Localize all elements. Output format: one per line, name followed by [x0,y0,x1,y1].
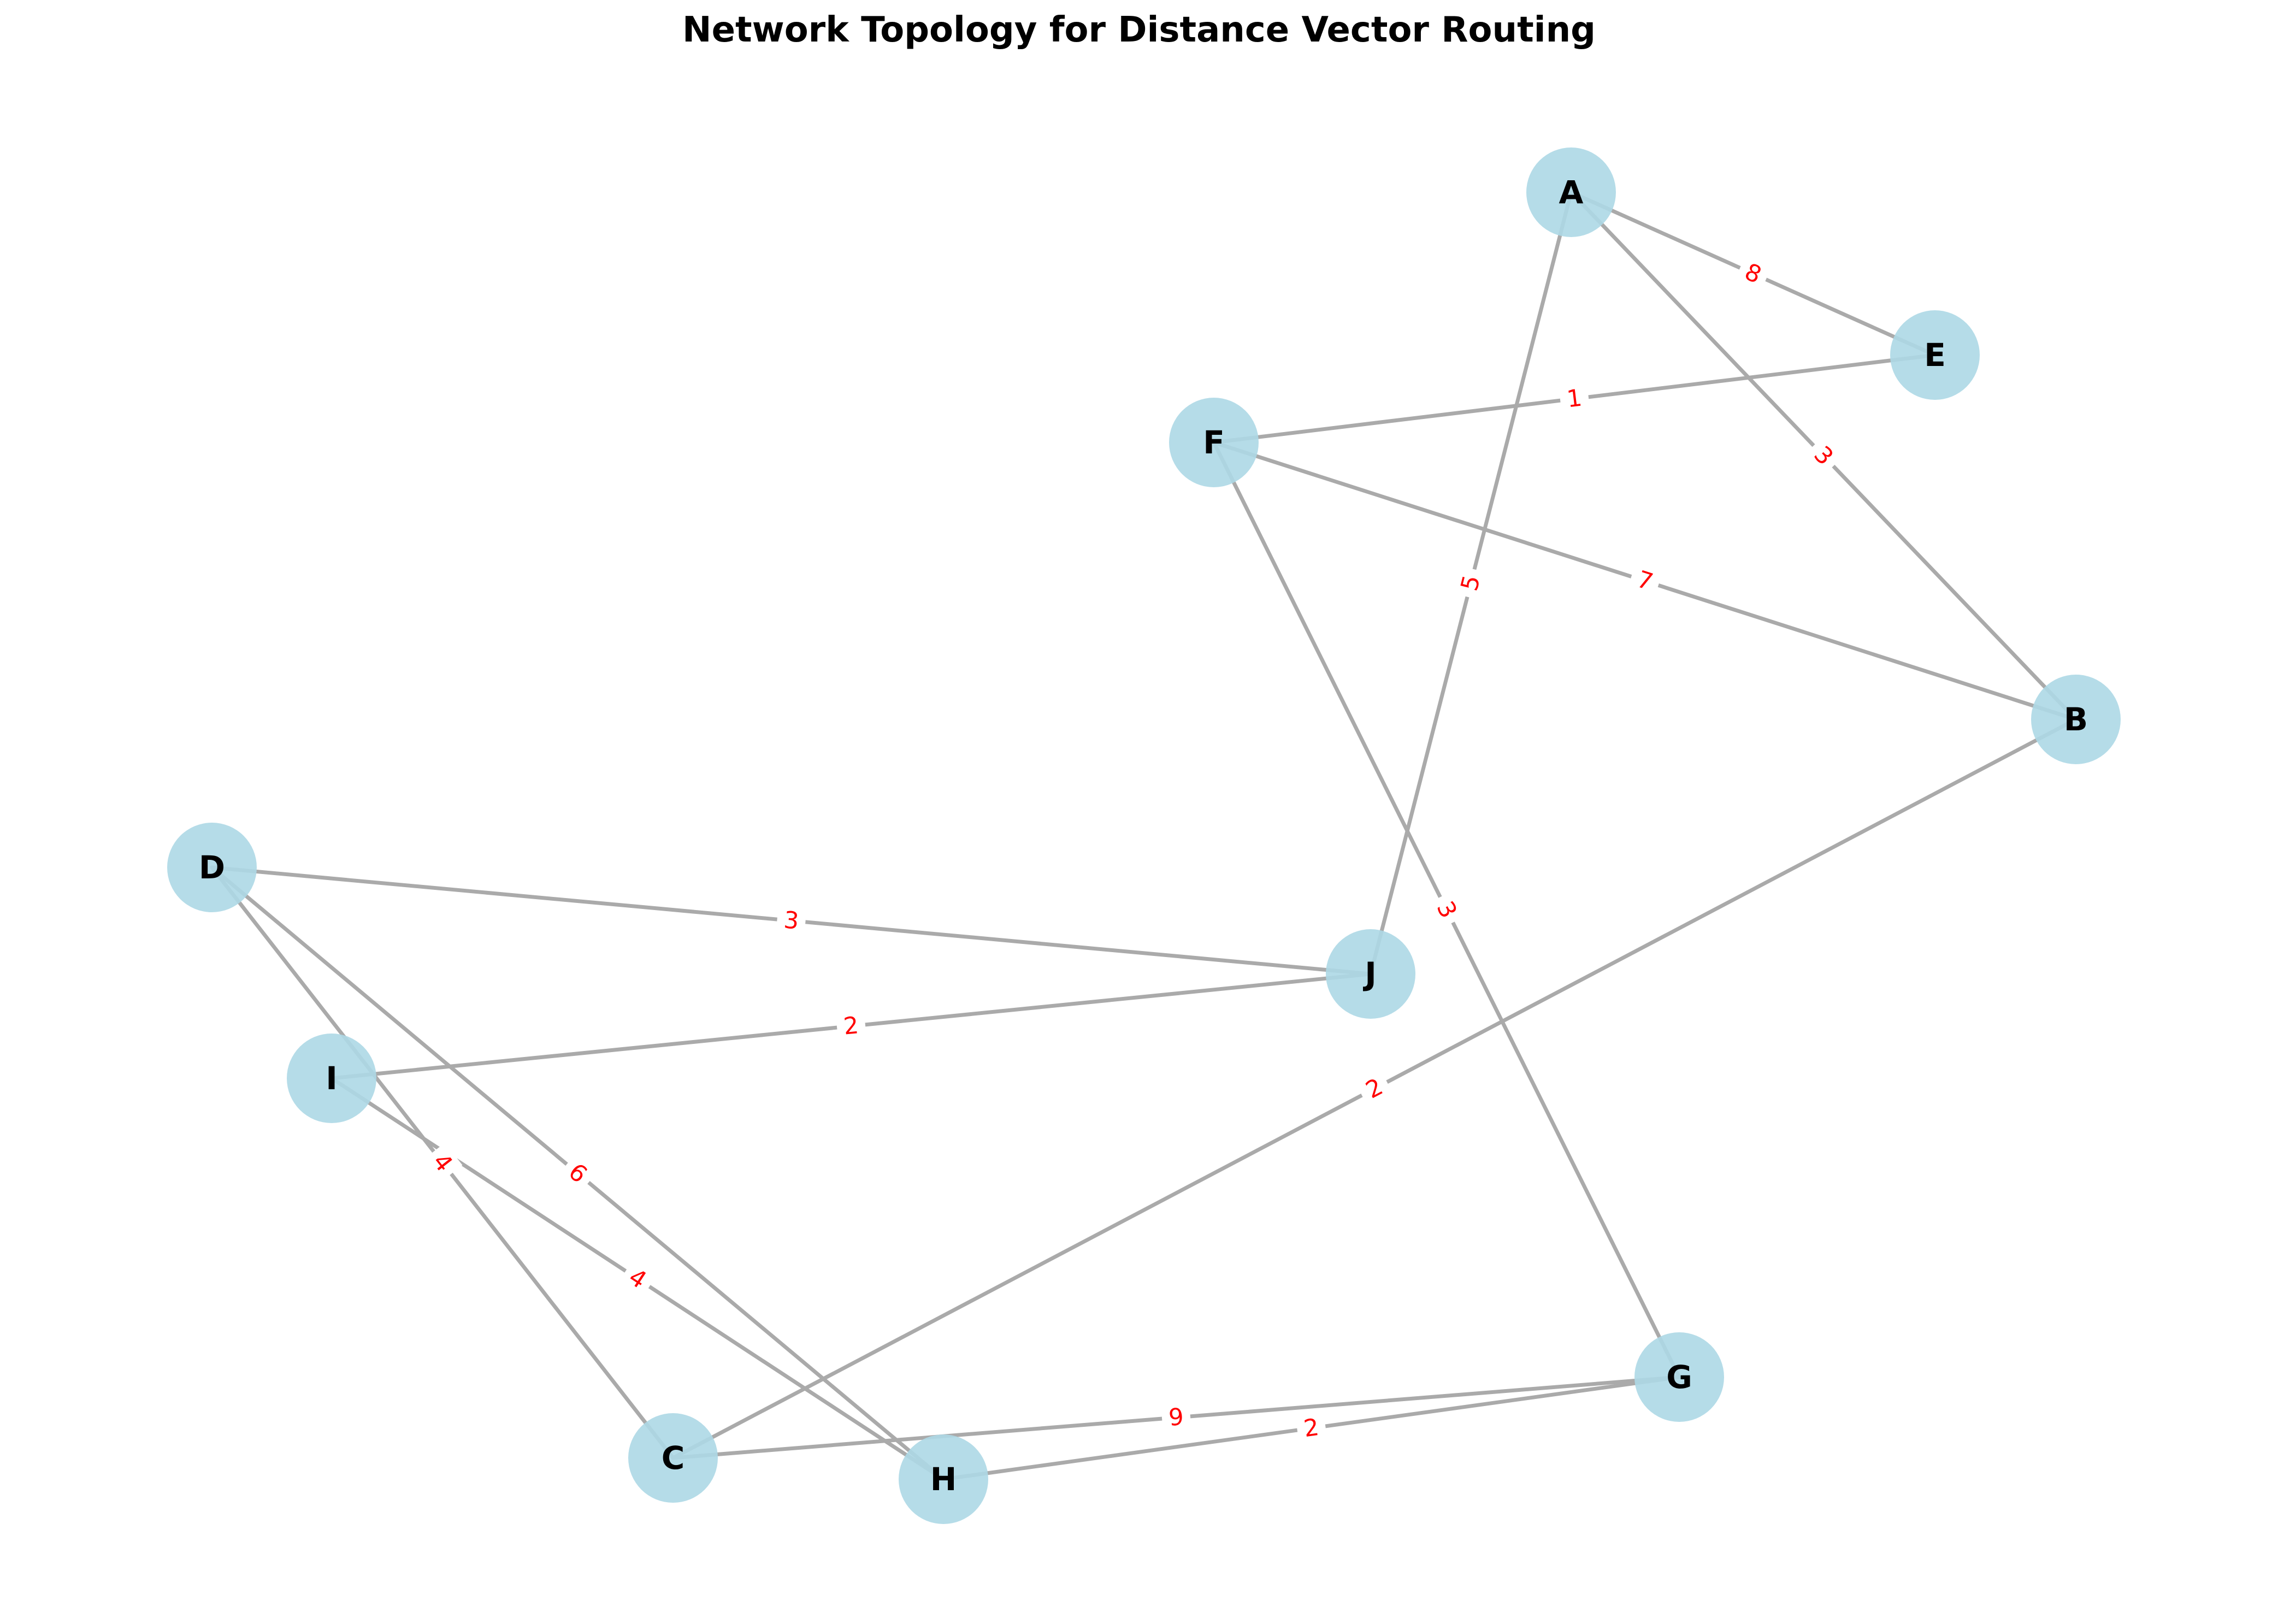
edge-weight-background [1627,563,1663,599]
node-G: G [1634,1332,1724,1422]
node-E: E [1890,310,1980,400]
node-J: J [1326,929,1415,1019]
node-circle-G [1634,1332,1724,1422]
node-label-I: I [326,1060,338,1097]
edge-weight-label: 9 [1167,1403,1184,1432]
node-label-A: A [1559,174,1584,211]
node-circle-C [628,1413,718,1503]
edge-weight-background [422,1143,463,1183]
edge-weight-background [1161,1402,1191,1433]
node-circle-E [1890,310,1980,400]
edge-weight-D-C: 4 [422,1143,463,1183]
edge-weight-label: 3 [783,906,800,935]
node-F: F [1169,398,1259,487]
node-A: A [1526,147,1616,237]
edge-weight-F-B: 7 [1627,563,1663,599]
edge-weight-D-J: 3 [776,905,807,936]
node-C: C [628,1413,718,1503]
edge-weight-background [1559,383,1590,415]
node-label-B: B [2064,701,2088,738]
edge-weight-background [618,1259,657,1298]
edge-weight-background [1453,565,1489,601]
node-label-D: D [199,849,225,886]
edge-weight-background [1734,255,1772,293]
edges-layer [210,190,2078,1481]
edge-weight-H-G: 2 [1295,1412,1327,1444]
edge-weight-D-H: 6 [557,1153,598,1194]
edge-weight-background [776,905,807,936]
edge-weight-background [1295,1412,1327,1444]
node-label-H: H [930,1461,957,1498]
edge-weight-A-B: 3 [1803,435,1844,476]
node-label-G: G [1666,1359,1692,1396]
node-circle-A [1526,147,1616,237]
nodes-layer: A B C D E F G H I J [167,147,2121,1524]
edge-weight-background [835,1011,867,1042]
node-circle-D [167,823,257,912]
edge-weight-A-E: 8 [1734,255,1772,293]
edge-weight-background [1803,435,1844,476]
edge-weight-C-G: 9 [1161,1402,1191,1433]
edge-weight-background [1427,890,1466,929]
node-B: B [2031,675,2121,764]
edge-weight-background [1355,1069,1394,1108]
edge-weight-I-J: 2 [835,1011,867,1042]
edge-weight-label: 2 [1302,1414,1321,1443]
edge-weight-label: 2 [842,1012,860,1040]
edge-weight-B-C: 2 [1355,1069,1394,1108]
node-label-F: F [1203,424,1225,461]
edge-weight-label: 1 [1565,385,1583,414]
edge-weight-I-H: 4 [618,1259,657,1298]
node-I: I [287,1034,376,1123]
edge-weight-A-J: 5 [1453,565,1489,601]
edge-labels-layer: 8 3 5 1 7 3 2 3 4 6 2 4 9 2 [422,255,1844,1444]
node-circle-H [899,1434,988,1524]
node-circle-I [287,1034,376,1123]
diagram-title: Network Topology for Distance Vector Rou… [682,10,1596,50]
edge-weight-F-G: 3 [1427,890,1466,929]
node-H: H [899,1434,988,1524]
node-circle-B [2031,675,2121,764]
node-circle-J [1326,929,1415,1019]
node-label-J: J [1362,955,1377,993]
edge-weight-F-E: 1 [1559,383,1590,415]
node-label-E: E [1924,336,1946,374]
node-label-C: C [662,1439,685,1477]
node-circle-F [1169,398,1259,487]
node-D: D [167,823,257,912]
edge-weight-background [557,1153,598,1194]
